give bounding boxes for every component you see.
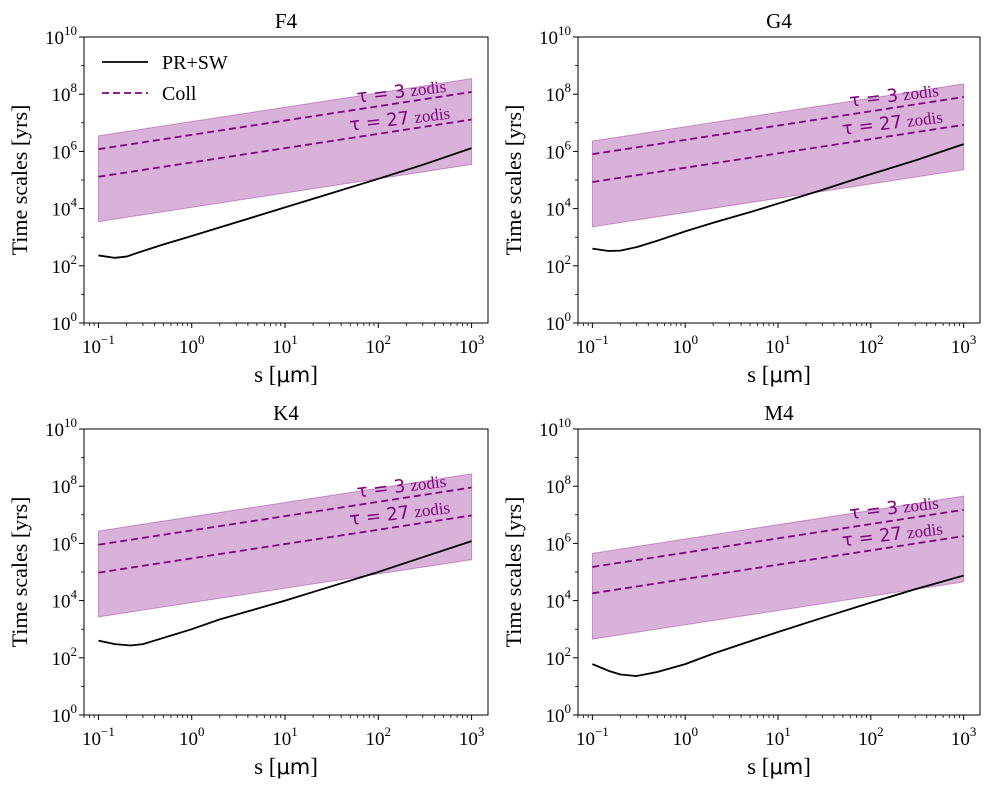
coll-tau27-line bbox=[98, 118, 472, 178]
y-tick-label: 102 bbox=[546, 252, 572, 278]
coll-tau3-line bbox=[98, 91, 472, 151]
prsw-line bbox=[98, 147, 472, 259]
y-tick-label: 106 bbox=[546, 137, 572, 163]
y-tick-label: 102 bbox=[52, 252, 78, 278]
x-tick-label: 10−1 bbox=[576, 332, 609, 358]
x-axis-label: s [μm] bbox=[747, 754, 811, 779]
legend-label-prsw: PR+SW bbox=[162, 52, 228, 74]
coll-tau3-line bbox=[592, 508, 964, 568]
y-tick-label: 100 bbox=[52, 309, 78, 335]
x-tick-label: 10−1 bbox=[576, 724, 609, 750]
annotation-tau-3: τ = 3 zodis bbox=[356, 76, 448, 108]
coll-tau3-line bbox=[592, 96, 964, 156]
x-tick-label: 100 bbox=[179, 724, 205, 750]
chart-title: K4 bbox=[273, 401, 299, 425]
chart-title: G4 bbox=[766, 9, 792, 33]
y-tick-label: 1010 bbox=[539, 415, 571, 441]
y-axis-label: Time scales [yrs] bbox=[7, 497, 32, 648]
x-tick-label: 101 bbox=[272, 724, 298, 750]
x-tick-label: 100 bbox=[672, 724, 698, 750]
x-tick-label: 103 bbox=[951, 332, 977, 358]
y-tick-label: 104 bbox=[52, 587, 78, 613]
x-tick-label: 103 bbox=[459, 332, 485, 358]
y-tick-label: 100 bbox=[546, 309, 572, 335]
y-axis-label: Time scales [yrs] bbox=[7, 105, 32, 256]
y-tick-label: 1010 bbox=[45, 23, 77, 49]
x-tick-label: 101 bbox=[765, 724, 791, 750]
y-tick-label: 106 bbox=[52, 529, 78, 555]
y-tick-label: 102 bbox=[52, 644, 78, 670]
y-tick-label: 106 bbox=[52, 137, 78, 163]
x-axis-label: s [μm] bbox=[747, 362, 811, 387]
x-tick-label: 100 bbox=[672, 332, 698, 358]
x-axis-label: s [μm] bbox=[254, 362, 318, 387]
x-tick-label: 101 bbox=[765, 332, 791, 358]
x-tick-label: 101 bbox=[272, 332, 298, 358]
coll-tau3-line bbox=[98, 486, 472, 546]
x-tick-label: 100 bbox=[179, 332, 205, 358]
y-tick-label: 106 bbox=[546, 529, 572, 555]
y-tick-label: 104 bbox=[546, 587, 572, 613]
y-tick-label: 104 bbox=[52, 195, 78, 221]
x-tick-label: 10−1 bbox=[82, 724, 115, 750]
y-tick-label: 100 bbox=[52, 701, 78, 727]
collision-range-band bbox=[591, 495, 965, 640]
x-tick-label: 102 bbox=[858, 332, 884, 358]
chart-title: M4 bbox=[764, 401, 794, 425]
chart-title: F4 bbox=[275, 9, 298, 33]
x-tick-label: 103 bbox=[459, 724, 485, 750]
x-tick-label: 102 bbox=[366, 332, 392, 358]
y-axis-label: Time scales [yrs] bbox=[501, 105, 526, 256]
y-tick-label: 1010 bbox=[45, 415, 77, 441]
y-axis-label: Time scales [yrs] bbox=[501, 497, 526, 648]
coll-tau27-line bbox=[98, 514, 472, 574]
prsw-line bbox=[592, 574, 964, 677]
y-tick-label: 108 bbox=[52, 80, 78, 106]
y-tick-label: 1010 bbox=[539, 23, 571, 49]
collision-range-band bbox=[97, 78, 473, 223]
y-tick-label: 100 bbox=[546, 701, 572, 727]
legend: PR+SW Coll bbox=[102, 52, 228, 105]
y-tick-label: 108 bbox=[546, 80, 572, 106]
coll-tau27-line bbox=[592, 535, 964, 595]
prsw-line bbox=[592, 143, 964, 252]
legend-label-coll: Coll bbox=[162, 83, 197, 105]
x-tick-label: 103 bbox=[951, 724, 977, 750]
prsw-line bbox=[98, 540, 472, 647]
y-tick-label: 108 bbox=[52, 472, 78, 498]
y-tick-label: 102 bbox=[546, 644, 572, 670]
x-tick-label: 102 bbox=[858, 724, 884, 750]
x-axis-label: s [μm] bbox=[254, 754, 318, 779]
x-tick-label: 10−1 bbox=[82, 332, 115, 358]
y-tick-label: 104 bbox=[546, 195, 572, 221]
collision-range-band bbox=[97, 473, 473, 618]
annotation-tau-27: τ = 27 zodis bbox=[348, 497, 451, 530]
collision-range-band bbox=[591, 83, 965, 228]
coll-tau27-line bbox=[592, 123, 964, 183]
x-tick-label: 102 bbox=[366, 724, 392, 750]
y-tick-label: 108 bbox=[546, 472, 572, 498]
